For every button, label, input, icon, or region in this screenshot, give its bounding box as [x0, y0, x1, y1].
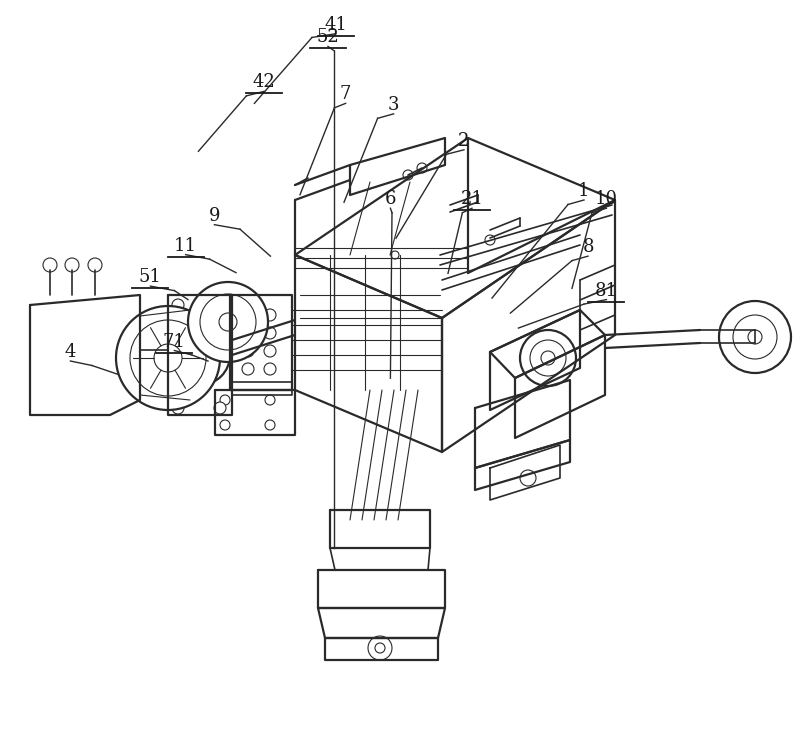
Text: 8: 8 [582, 238, 594, 256]
Text: 10: 10 [595, 190, 618, 208]
Circle shape [172, 299, 184, 311]
Text: 71: 71 [163, 333, 186, 351]
Text: 3: 3 [388, 96, 399, 114]
Circle shape [265, 420, 275, 430]
Circle shape [264, 327, 276, 339]
Circle shape [242, 363, 254, 375]
Circle shape [43, 258, 57, 272]
Circle shape [242, 345, 254, 357]
Circle shape [242, 327, 254, 339]
Circle shape [116, 306, 220, 410]
Circle shape [733, 315, 777, 359]
Circle shape [188, 282, 268, 362]
Circle shape [265, 395, 275, 405]
Circle shape [154, 344, 182, 372]
Circle shape [214, 402, 226, 414]
Text: 11: 11 [174, 237, 197, 255]
Text: 7: 7 [340, 85, 351, 103]
Circle shape [264, 345, 276, 357]
Circle shape [520, 330, 576, 386]
Circle shape [242, 309, 254, 321]
Circle shape [220, 420, 230, 430]
Circle shape [375, 643, 385, 653]
Text: 4: 4 [65, 343, 76, 361]
Circle shape [214, 299, 226, 311]
Text: 6: 6 [385, 190, 396, 208]
Circle shape [200, 294, 256, 350]
Text: 21: 21 [461, 190, 483, 208]
Circle shape [264, 309, 276, 321]
Text: 41: 41 [325, 16, 347, 34]
Circle shape [748, 330, 762, 344]
Circle shape [520, 470, 536, 486]
Circle shape [368, 636, 392, 660]
Circle shape [391, 251, 399, 259]
Circle shape [172, 402, 184, 414]
Circle shape [65, 258, 79, 272]
Circle shape [182, 337, 218, 373]
Text: 81: 81 [595, 282, 618, 300]
Circle shape [220, 395, 230, 405]
Circle shape [719, 301, 791, 373]
Circle shape [417, 163, 427, 173]
Circle shape [264, 363, 276, 375]
Circle shape [130, 320, 206, 396]
Circle shape [219, 313, 237, 331]
Circle shape [88, 258, 102, 272]
Text: 1: 1 [578, 182, 590, 200]
Text: 2: 2 [458, 132, 470, 150]
Circle shape [403, 170, 413, 180]
Text: 42: 42 [253, 73, 275, 91]
Circle shape [530, 340, 566, 376]
Circle shape [170, 325, 230, 385]
Text: 51: 51 [139, 268, 162, 286]
Circle shape [485, 235, 495, 245]
Text: 9: 9 [209, 207, 220, 225]
Circle shape [541, 351, 555, 365]
Text: 52: 52 [317, 28, 339, 46]
